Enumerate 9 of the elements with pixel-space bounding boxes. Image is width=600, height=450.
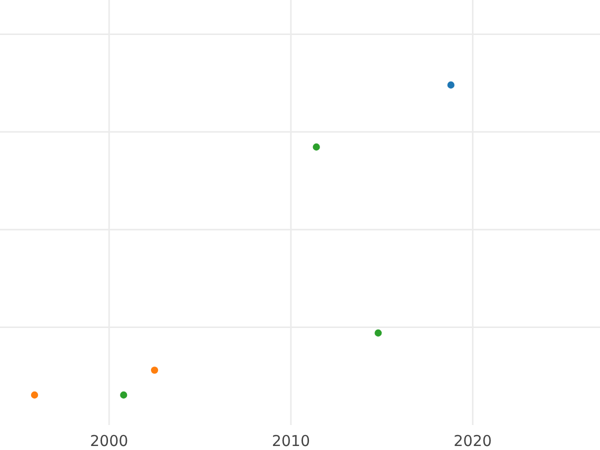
x-tick-label: 2000 <box>90 432 128 450</box>
point <box>30 391 38 399</box>
point <box>374 329 382 337</box>
point <box>120 391 128 399</box>
point <box>312 143 320 151</box>
point <box>447 81 454 89</box>
point <box>150 366 158 374</box>
x-tick-label: 2020 <box>454 432 492 450</box>
x-tick-label: 2010 <box>272 432 310 450</box>
